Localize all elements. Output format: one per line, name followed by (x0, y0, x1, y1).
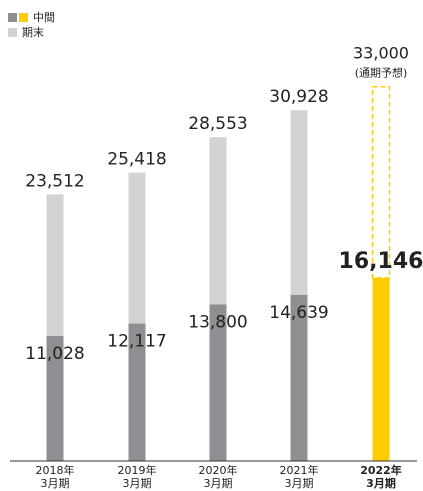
tick-label-period-3: 3月期 (204, 477, 233, 490)
legend-swatch-final (8, 28, 17, 37)
bar-interim-4 (290, 294, 308, 461)
value-label-final-5: 33,000 (353, 44, 409, 63)
value-label-interim-5: 16,146 (339, 249, 423, 274)
legend-item-final: 期末 (8, 25, 55, 40)
legend-swatch-interim-gray (8, 13, 17, 22)
tick-label-year-5: 2022年 (360, 463, 402, 477)
value-label-final-2: 25,418 (107, 150, 166, 170)
value-label-final-1: 23,512 (25, 171, 84, 191)
value-label-interim-3: 13,800 (188, 312, 247, 332)
bar-interim-3 (209, 304, 227, 461)
legend-label-interim: 中間 (33, 10, 55, 24)
value-label-interim-4: 14,639 (269, 303, 328, 323)
tick-label-period-4: 3月期 (285, 477, 314, 490)
legend-item-interim: 中間 (8, 10, 55, 25)
bar-interim-2 (128, 323, 146, 461)
tick-label-period-1: 3月期 (41, 477, 70, 490)
tick-label-period-2: 3月期 (123, 477, 152, 490)
tick-label-year-2: 2019年 (118, 463, 157, 477)
bar-interim-1 (46, 335, 64, 461)
tick-label-year-4: 2021年 (280, 463, 319, 477)
tick-label-period-5: 3月期 (366, 476, 396, 490)
value-label-final-3: 28,553 (188, 114, 247, 134)
tick-label-year-1: 2018年 (36, 463, 75, 477)
tick-label-year-3: 2020年 (199, 463, 238, 477)
value-label-interim-2: 12,117 (107, 332, 166, 352)
legend: 中間 期末 (8, 10, 55, 40)
legend-label-final: 期末 (22, 25, 44, 39)
forecast-note: (通期予想) (355, 66, 408, 80)
value-label-interim-1: 11,028 (25, 344, 84, 364)
bar-interim-5 (372, 277, 390, 461)
value-label-final-4: 30,928 (269, 87, 328, 107)
legend-swatch-interim-yellow (19, 13, 28, 22)
